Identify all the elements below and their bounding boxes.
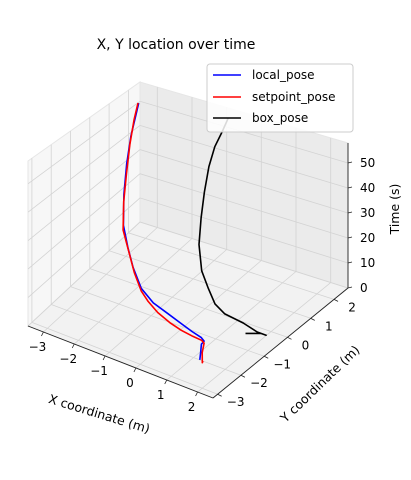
x-tick-mark [102, 355, 106, 361]
x-tick-label: −2 [59, 352, 77, 366]
legend-label: setpoint_pose [252, 90, 336, 104]
series-line-setpoint-pose [122, 102, 205, 364]
z-tick-mark [347, 161, 353, 164]
y-tick-label: 2 [348, 300, 356, 314]
z-tick-mark [347, 186, 353, 189]
z-grid-line [27, 221, 349, 327]
z-tick-label: 0 [360, 281, 368, 295]
data-lines [122, 102, 267, 364]
y-tick-mark [240, 374, 246, 378]
x-tick-label: 2 [188, 400, 196, 414]
y-tick-mark [264, 355, 269, 359]
x-tick-label: 0 [126, 376, 134, 390]
legend-box [206, 63, 354, 133]
z-tick-mark [347, 236, 353, 239]
legend-entry: local_pose [213, 68, 315, 82]
x-tick-label: −1 [90, 364, 108, 378]
x-tick-mark [195, 391, 198, 397]
series-line-box-pose [198, 117, 267, 337]
z-axis-label: Time (s) [387, 184, 402, 236]
legend: local_pose setpoint_pose box_pose [206, 63, 354, 133]
x-axis-label: X coordinate (m) [47, 391, 152, 436]
y-tick-mark [287, 336, 292, 340]
z-tick-mark [347, 261, 353, 264]
y-tick-label: 1 [325, 319, 333, 333]
x-tick-mark [133, 367, 137, 373]
y-tick-mark [310, 317, 315, 321]
z-tick-label: 10 [360, 256, 375, 270]
legend-entry: box_pose [213, 111, 308, 125]
legend-label: box_pose [252, 111, 308, 125]
x-tick-label: −3 [29, 340, 47, 354]
z-grid-line [27, 149, 349, 242]
z-grid-line [27, 197, 349, 298]
y-axis-line [212, 287, 349, 399]
y-tick-mark [217, 393, 222, 397]
z-tick-label: 30 [360, 206, 375, 220]
z-grid-line [27, 173, 349, 270]
legend-label: local_pose [252, 68, 315, 82]
z-tick-mark [347, 211, 353, 214]
chart-title: X, Y location over time [97, 37, 256, 53]
x-tick-mark [71, 343, 75, 349]
y-axis-label: Y coordinate (m) [276, 342, 362, 426]
y-tick-label: −1 [273, 357, 291, 371]
y-tick-label: 0 [302, 338, 310, 352]
x-tick-mark [41, 331, 44, 337]
x-tick-mark [164, 379, 168, 385]
z-tick-mark [347, 286, 353, 289]
y-tick-label: −2 [250, 376, 268, 390]
z-grid-line [27, 100, 349, 185]
z-tick-label: 40 [360, 181, 375, 195]
z-grid-line [27, 124, 349, 213]
y-tick-label: −3 [227, 395, 245, 409]
x-axis-line [27, 325, 214, 399]
z-tick-label: 20 [360, 231, 375, 245]
grid-lines [27, 87, 349, 395]
x-tick-label: 1 [157, 388, 165, 402]
legend-entry: setpoint_pose [213, 90, 336, 104]
z-tick-label: 50 [360, 156, 375, 170]
y-tick-mark [333, 299, 339, 302]
axis-lines [27, 143, 349, 399]
